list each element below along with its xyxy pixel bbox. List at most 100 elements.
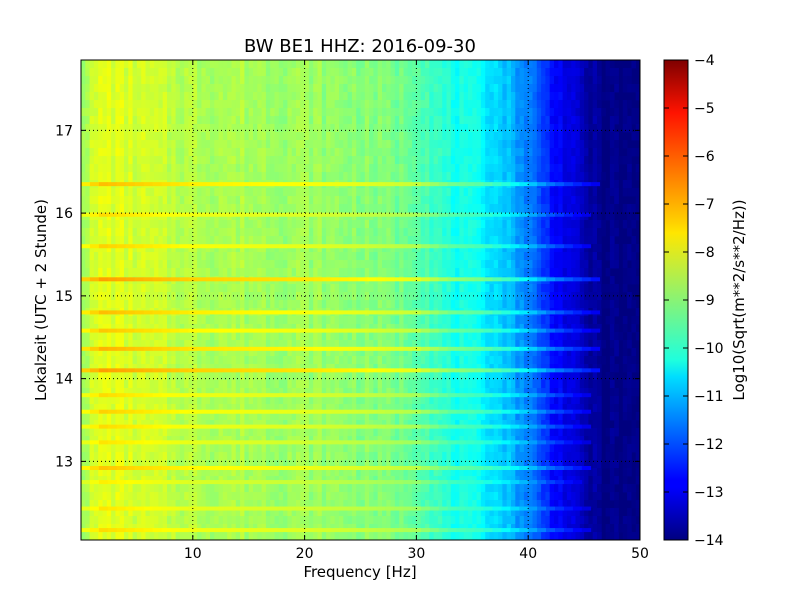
heatmap-cell [192, 236, 198, 245]
heatmap-cell [81, 404, 86, 413]
heatmap-cell [227, 108, 232, 117]
heatmap-cell [296, 164, 301, 173]
heatmap-cell [347, 164, 353, 173]
heatmap-cell [386, 68, 391, 77]
heatmap-cell [235, 324, 241, 333]
heatmap-cell [382, 92, 387, 101]
heatmap-cell [390, 300, 396, 309]
heatmap-cell [356, 148, 361, 157]
heatmap-cell [382, 500, 387, 509]
heatmap-cell [89, 252, 95, 261]
heatmap-cell [300, 188, 305, 197]
heatmap-cell [124, 188, 129, 197]
heatmap-cell [111, 108, 116, 117]
heatmap-cell [399, 348, 404, 357]
heatmap-cell [416, 324, 422, 333]
heatmap-cell [111, 380, 116, 389]
heatmap-cell [124, 68, 129, 77]
heatmap-cell [339, 412, 344, 421]
heatmap-cell [235, 60, 241, 69]
heatmap-cell [154, 484, 159, 493]
heatmap-cell [171, 260, 176, 269]
heatmap-cell [403, 412, 409, 421]
heatmap-cell [115, 404, 121, 413]
heatmap-cell [192, 380, 198, 389]
heatmap-cell [377, 76, 383, 85]
heatmap-cell [154, 460, 159, 469]
heatmap-cell [313, 452, 318, 461]
heatmap-cell [321, 508, 327, 517]
heatmap-cell [407, 420, 413, 429]
heatmap-cell [154, 300, 159, 309]
heatmap-cell [369, 228, 374, 237]
heatmap-cell [111, 356, 116, 365]
heatmap-cell [386, 188, 391, 197]
heatmap-cell [326, 452, 331, 461]
heatmap-cell [214, 436, 219, 445]
heatmap-cell [412, 324, 417, 333]
heatmap-cell [261, 316, 267, 325]
heatmap-cell [330, 100, 336, 109]
heatmap-cell [179, 140, 185, 149]
heatmap-cell [231, 428, 237, 437]
heatmap-cell [218, 492, 224, 501]
heatmap-cell [394, 196, 400, 205]
heatmap-cell [197, 164, 202, 173]
heatmap-cell [231, 452, 237, 461]
heatmap-cell [386, 124, 391, 133]
heatmap-cell [175, 164, 181, 173]
heatmap-cell [433, 380, 439, 389]
heatmap-cell [369, 380, 374, 389]
heatmap-cell [377, 356, 383, 365]
heatmap-cell [356, 188, 361, 197]
heatmap-cell [339, 236, 344, 245]
heatmap-cell [390, 60, 396, 69]
heatmap-cell [227, 92, 232, 101]
heatmap-cell [283, 140, 288, 149]
heatmap-cell [270, 124, 275, 133]
heatmap-cell [253, 388, 258, 397]
heatmap-cell [128, 500, 133, 509]
heatmap-cell [257, 108, 262, 117]
heatmap-cell [205, 468, 211, 477]
heatmap-cell [218, 316, 224, 325]
heatmap-cell [386, 108, 391, 117]
heatmap-cell [222, 428, 228, 437]
heatmap-cell [394, 492, 400, 501]
heatmap-cell [205, 172, 211, 181]
heatmap-cell [377, 108, 383, 117]
heatmap-cell [111, 76, 116, 85]
heatmap-cell [210, 76, 215, 85]
heatmap-cell [274, 292, 280, 301]
heatmap-cell [437, 84, 443, 93]
heatmap-cell [412, 188, 417, 197]
heatmap-cell [287, 108, 293, 117]
heatmap-cell [192, 428, 198, 437]
heatmap-cell [205, 148, 211, 157]
heatmap-cell [407, 468, 413, 477]
heatmap-cell [317, 444, 323, 453]
heatmap-cell [240, 140, 245, 149]
heatmap-cell [382, 516, 387, 525]
heatmap-cell [102, 100, 108, 109]
heatmap-cell [102, 412, 108, 421]
heatmap-cell [201, 204, 207, 213]
heatmap-cell [231, 172, 237, 181]
heatmap-cell [184, 172, 189, 181]
heatmap-cell [399, 420, 404, 429]
heatmap-cell [265, 76, 271, 85]
heatmap-cell [244, 164, 250, 173]
heatmap-cell [373, 412, 379, 421]
heatmap-cell [119, 508, 125, 517]
heatmap-cell [386, 532, 391, 540]
heatmap-cell [81, 196, 86, 205]
heatmap-cell [149, 220, 155, 229]
heatmap-cell [115, 444, 121, 453]
heatmap-cell [291, 324, 297, 333]
heatmap-cell [270, 460, 275, 469]
heatmap-cell [132, 372, 138, 381]
heatmap-cell [231, 460, 237, 469]
heatmap-cell [240, 300, 245, 309]
heatmap-cell [149, 260, 155, 269]
heatmap-cell [214, 444, 219, 453]
